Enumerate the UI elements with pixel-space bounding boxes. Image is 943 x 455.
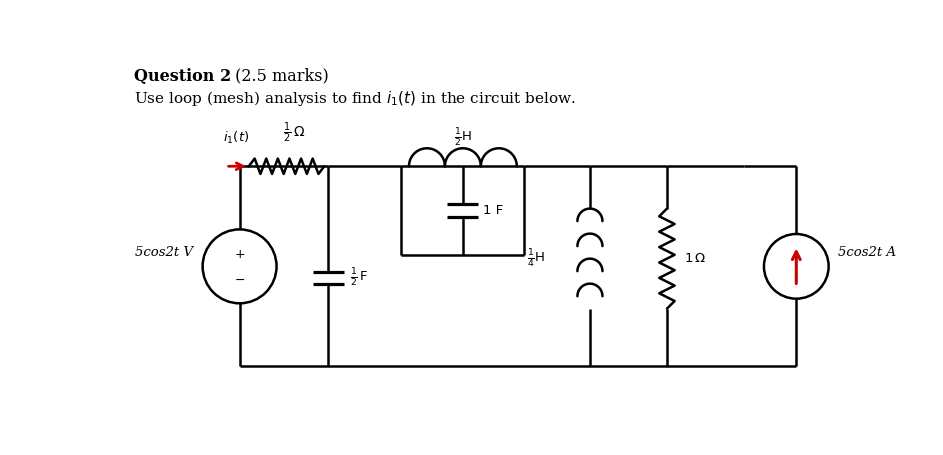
Text: $\frac{1}{2}$$\,\Omega$: $\frac{1}{2}$$\,\Omega$	[283, 121, 306, 145]
Text: 1$\,\Omega$: 1$\,\Omega$	[684, 252, 706, 265]
Text: −: −	[234, 274, 245, 287]
Text: $\frac{1}{2}$H: $\frac{1}{2}$H	[454, 127, 472, 149]
Text: $\frac{1}{2}$$\,$F: $\frac{1}{2}$$\,$F	[350, 267, 368, 289]
Text: Question 2: Question 2	[134, 68, 231, 85]
Text: 5cos2t A: 5cos2t A	[838, 246, 896, 259]
Text: 1 F: 1 F	[483, 204, 504, 217]
Text: Use loop (mesh) analysis to find $i_1(t)$ in the circuit below.: Use loop (mesh) analysis to find $i_1(t)…	[134, 89, 576, 108]
Text: (2.5 marks): (2.5 marks)	[229, 68, 328, 85]
Text: 5cos2t V: 5cos2t V	[135, 246, 193, 259]
Text: +: +	[234, 248, 245, 261]
Text: $i_1(t)$: $i_1(t)$	[223, 130, 250, 146]
Text: $\frac{1}{4}$H: $\frac{1}{4}$H	[527, 248, 545, 270]
